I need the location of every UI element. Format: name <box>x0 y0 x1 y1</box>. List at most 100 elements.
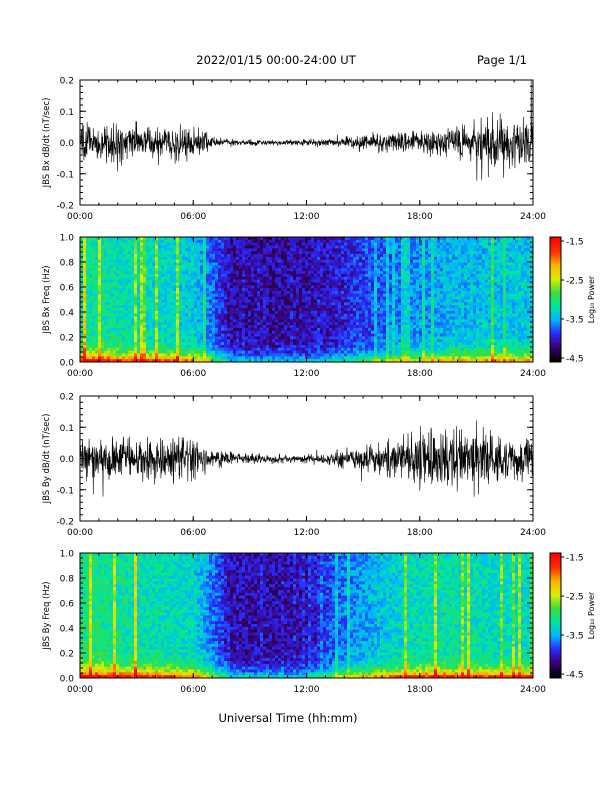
heatmap-cell <box>353 251 357 255</box>
heatmap-cell <box>182 330 186 334</box>
heatmap-cell <box>104 237 108 241</box>
heatmap-cell <box>89 290 93 295</box>
heatmap-cell <box>149 251 153 255</box>
heatmap-cell <box>122 251 126 255</box>
heatmap-cell <box>131 310 135 315</box>
heatmap-cell <box>380 248 384 252</box>
heatmap-cell <box>158 296 162 300</box>
heatmap-cell <box>371 254 375 258</box>
heatmap-cell <box>155 254 159 258</box>
heatmap-cell <box>284 290 288 295</box>
heatmap-cell <box>149 265 153 269</box>
heatmap-cell <box>230 288 234 292</box>
heatmap-cell <box>254 296 258 300</box>
heatmap-cell <box>275 271 279 275</box>
heatmap-cell <box>203 248 207 252</box>
heatmap-cell <box>383 344 387 349</box>
heatmap-cell <box>272 268 276 272</box>
heatmap-cell <box>140 333 144 337</box>
heatmap-cell <box>341 276 345 281</box>
heatmap-cell <box>95 339 99 343</box>
heatmap-cell <box>311 251 315 255</box>
heatmap-cell <box>101 262 105 266</box>
heatmap-cell <box>350 265 354 269</box>
heatmap-cell <box>155 330 159 334</box>
heatmap-cell <box>320 242 324 246</box>
heatmap-cell <box>116 271 120 275</box>
heatmap-cell <box>341 310 345 315</box>
heatmap-cell <box>164 254 168 258</box>
heatmap-cell <box>128 342 132 346</box>
heatmap-cell <box>407 330 411 334</box>
heatmap-cell <box>167 237 171 241</box>
heatmap-cell <box>209 279 213 283</box>
heatmap-cell <box>404 299 408 303</box>
heatmap-cell <box>122 316 126 320</box>
heatmap-cell <box>365 262 369 266</box>
heatmap-cell <box>359 336 363 340</box>
heatmap-cell <box>356 256 360 261</box>
heatmap-cell <box>374 333 378 337</box>
heatmap-cell <box>203 296 207 300</box>
heatmap-cell <box>146 336 150 340</box>
heatmap-cell <box>314 347 318 352</box>
heatmap-cell <box>113 276 117 281</box>
heatmap-cell <box>302 310 306 315</box>
heatmap-cell <box>368 350 372 354</box>
heatmap-cell <box>191 282 195 286</box>
heatmap-cell <box>101 268 105 272</box>
heatmap-cell <box>329 308 333 312</box>
heatmap-cell <box>299 251 303 255</box>
heatmap-cell <box>356 316 360 320</box>
heatmap-cell <box>263 302 267 306</box>
heatmap-cell <box>116 259 120 263</box>
heatmap-cell <box>398 293 402 298</box>
heatmap-cell <box>254 316 258 320</box>
heatmap-cell <box>305 330 309 334</box>
heatmap-cell <box>392 271 396 275</box>
heatmap-cell <box>236 344 240 349</box>
heatmap-cell <box>83 313 87 317</box>
heatmap-cell <box>290 302 294 306</box>
heatmap-cell <box>155 325 159 329</box>
heatmap-cell <box>365 327 369 332</box>
heatmap-cell <box>122 327 126 332</box>
heatmap-cell <box>284 356 288 360</box>
heatmap-cell <box>254 330 258 334</box>
heatmap-cell <box>239 245 243 249</box>
heatmap-cell <box>311 245 315 249</box>
heatmap-cell <box>254 282 258 286</box>
heatmap-cell <box>356 282 360 286</box>
heatmap-cell <box>377 262 381 266</box>
heatmap-cell <box>245 330 249 334</box>
heatmap-cell <box>170 268 174 272</box>
heatmap-cell <box>251 271 255 275</box>
heatmap-cell <box>149 316 153 320</box>
heatmap-cell <box>167 251 171 255</box>
heatmap-cell <box>98 268 102 272</box>
heatmap-cell <box>137 342 141 346</box>
heatmap-cell <box>296 322 300 326</box>
heatmap-cell <box>83 293 87 298</box>
heatmap-cell <box>143 271 147 275</box>
heatmap-cell <box>176 353 180 357</box>
heatmap-cell <box>245 256 249 261</box>
heatmap-cell <box>272 356 276 360</box>
heatmap-cell <box>392 322 396 326</box>
heatmap-cell <box>167 271 171 275</box>
heatmap-cell <box>131 322 135 326</box>
heatmap-cell <box>212 350 216 354</box>
heatmap-cell <box>257 282 261 286</box>
heatmap-cell <box>239 350 243 354</box>
heatmap-cell <box>389 242 393 246</box>
heatmap-cell <box>140 265 144 269</box>
heatmap-cell <box>377 322 381 326</box>
heatmap-cell <box>386 279 390 283</box>
heatmap-cell <box>107 319 111 323</box>
heatmap-cell <box>323 254 327 258</box>
heatmap-cell <box>128 330 132 334</box>
heatmap-cell <box>230 356 234 360</box>
heatmap-cell <box>227 290 231 295</box>
heatmap-cell <box>233 356 237 360</box>
heatmap-cell <box>299 316 303 320</box>
